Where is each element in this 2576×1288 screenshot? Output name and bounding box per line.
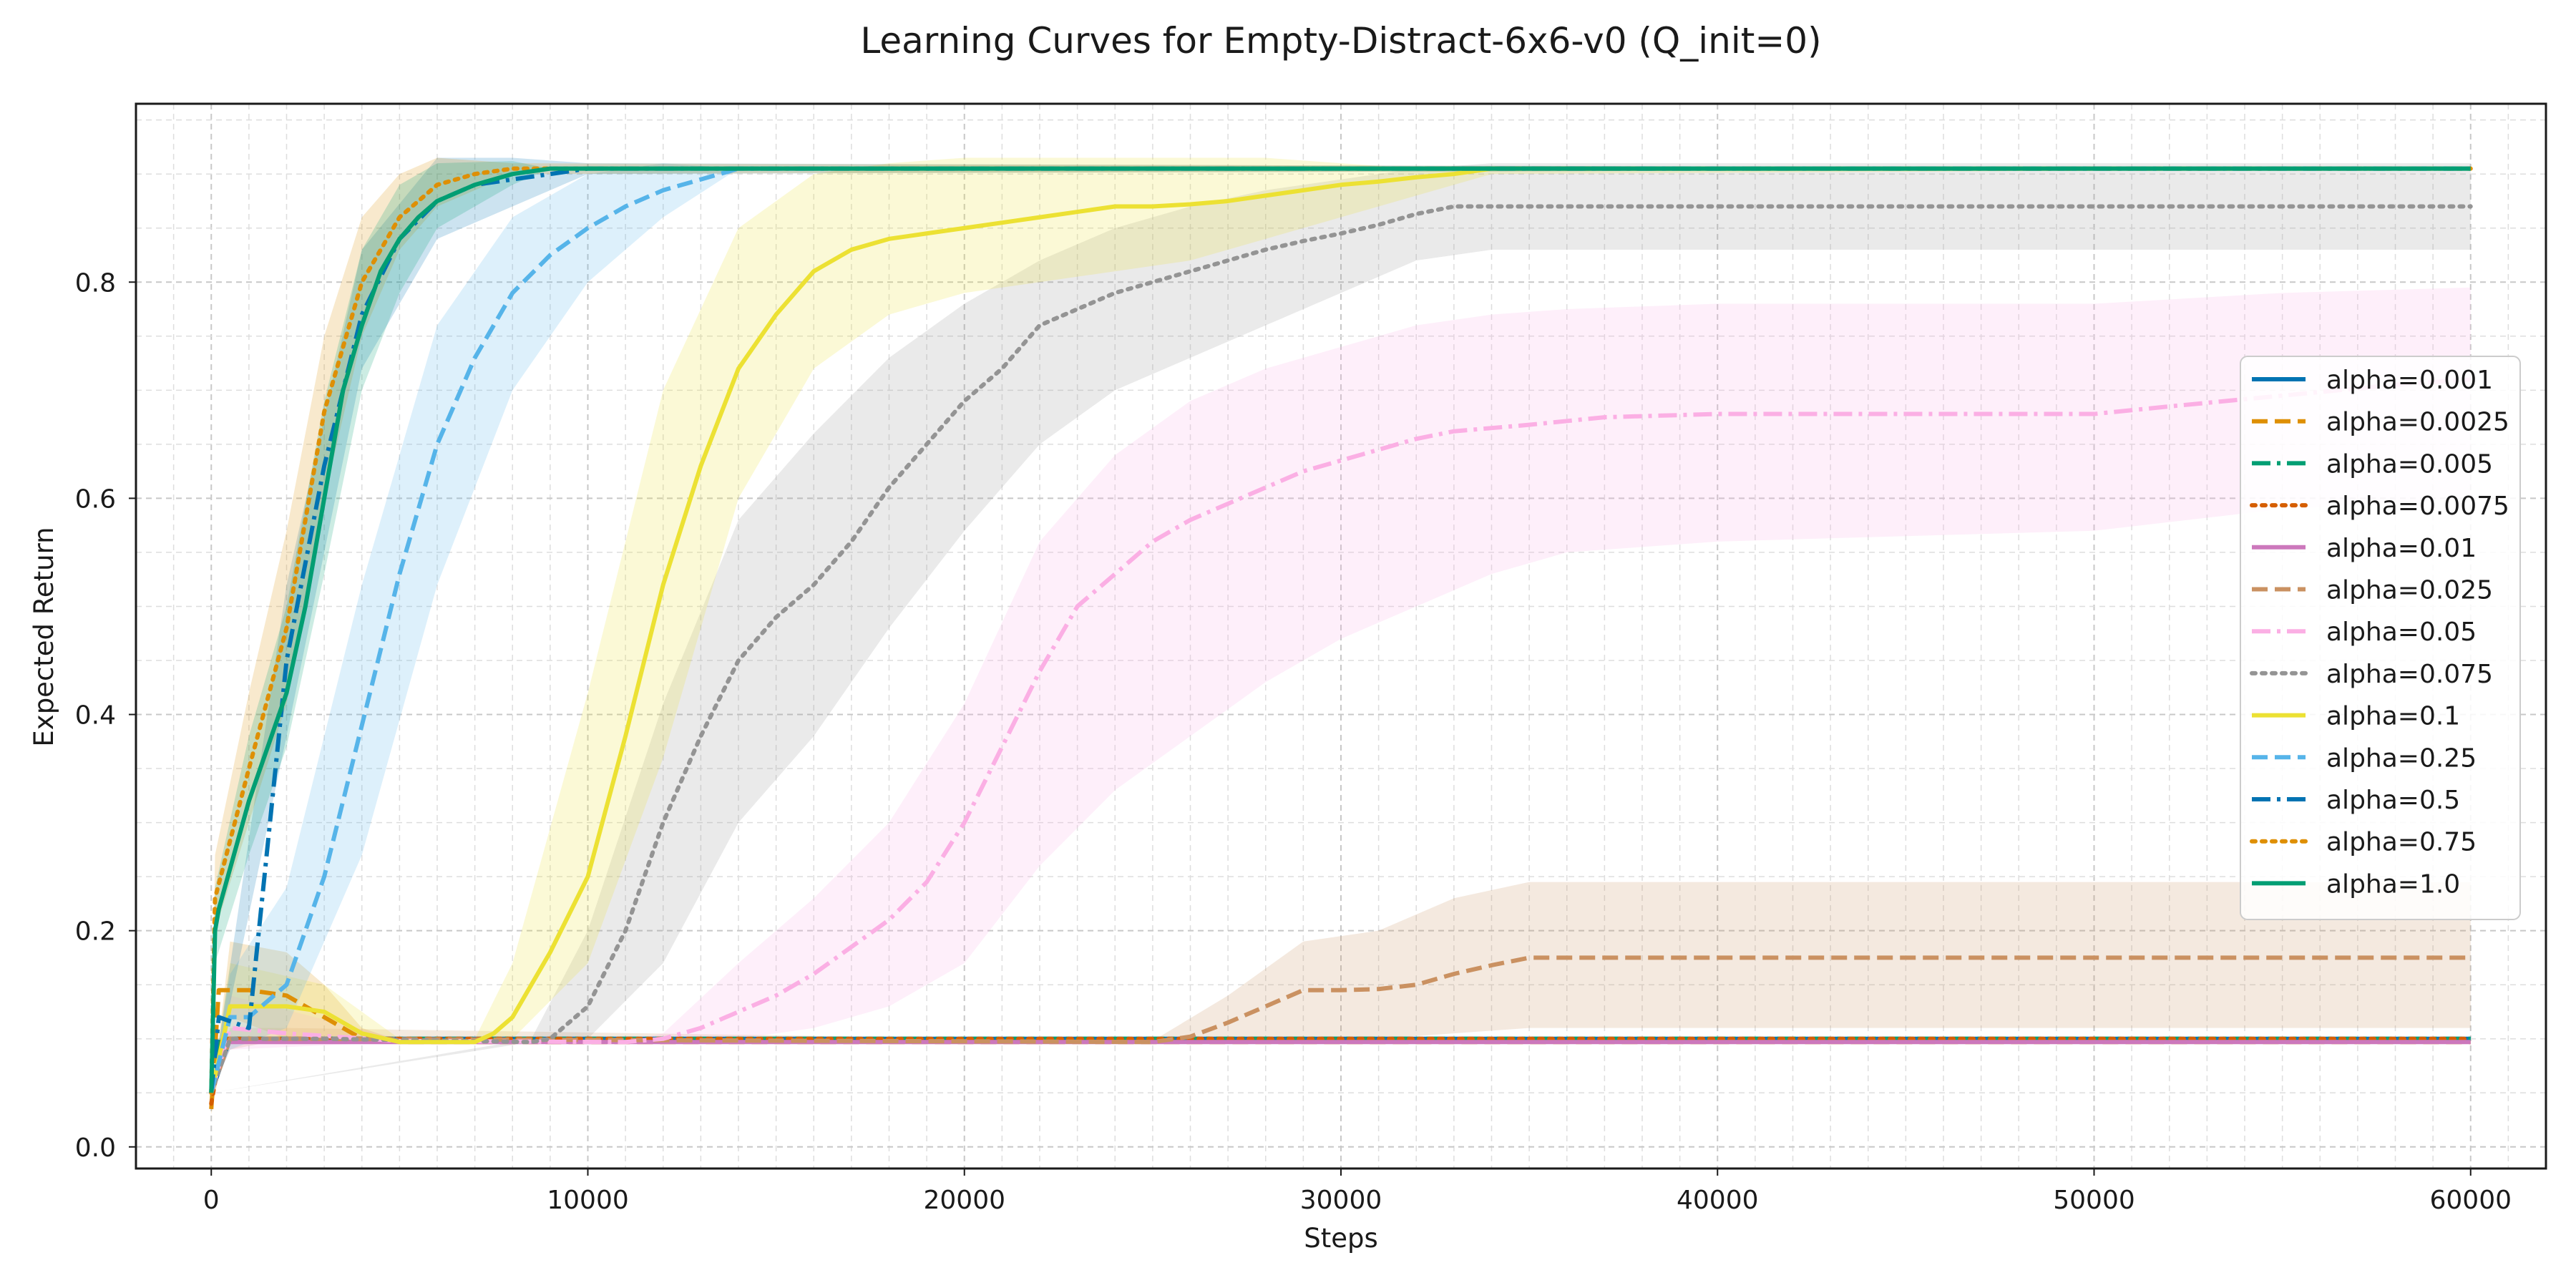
legend-entry-label: alpha=0.75 bbox=[2326, 828, 2477, 857]
x-tick-label: 30000 bbox=[1300, 1186, 1382, 1215]
legend-entry-label: alpha=0.0025 bbox=[2326, 408, 2509, 437]
series-lines bbox=[209, 166, 2473, 1110]
y-axis-ticks: 0.0 0.2 0.4 0.6 0.8 bbox=[75, 268, 136, 1163]
legend-entry-label: alpha=1.0 bbox=[2326, 869, 2460, 899]
x-tick-label: 50000 bbox=[2053, 1186, 2135, 1215]
x-tick-label: 0 bbox=[203, 1186, 220, 1215]
x-axis-label: Steps bbox=[1304, 1223, 1378, 1254]
legend: alpha=0.001 alpha=0.0025 alpha=0.005 alpha=… bbox=[2240, 356, 2521, 920]
y-tick-label: 0.4 bbox=[75, 701, 116, 731]
legend-entry-label: alpha=0.075 bbox=[2326, 660, 2493, 689]
legend-entry-label: alpha=0.05 bbox=[2326, 618, 2477, 647]
line-series-7 bbox=[209, 204, 2473, 1096]
y-tick-label: 0.2 bbox=[75, 917, 116, 947]
line-series-6 bbox=[209, 377, 2471, 1094]
line-series-12 bbox=[209, 166, 2471, 1093]
legend-entry-label: alpha=0.01 bbox=[2326, 534, 2477, 563]
legend-entry-label: alpha=0.025 bbox=[2326, 576, 2493, 605]
x-tick-label: 20000 bbox=[923, 1186, 1005, 1215]
y-tick-label: 0.8 bbox=[75, 268, 116, 298]
y-tick-label: 0.0 bbox=[75, 1133, 116, 1163]
x-tick-label: 60000 bbox=[2429, 1186, 2512, 1215]
legend-entry-label: alpha=0.1 bbox=[2326, 702, 2460, 731]
band-series-6 bbox=[211, 287, 2471, 1093]
line-series-9 bbox=[209, 166, 2471, 1093]
y-axis-label: Expected Return bbox=[29, 527, 59, 746]
chart-title: Learning Curves for Empty-Distract-6x6-v… bbox=[860, 20, 1821, 62]
x-axis-ticks: 0 10000 20000 30000 40000 50000 60000 bbox=[203, 1169, 2512, 1215]
grid bbox=[136, 104, 2546, 1169]
y-tick-label: 0.6 bbox=[75, 484, 116, 514]
line-series-8 bbox=[209, 166, 2471, 1093]
x-tick-label: 40000 bbox=[1677, 1186, 1759, 1215]
line-series-11 bbox=[209, 166, 2473, 1096]
band-series-8 bbox=[211, 157, 2471, 1093]
legend-entry-label: alpha=0.0075 bbox=[2326, 492, 2509, 521]
legend-entry-label: alpha=0.5 bbox=[2326, 786, 2460, 815]
x-tick-label: 10000 bbox=[547, 1186, 629, 1215]
legend-entry-label: alpha=0.25 bbox=[2326, 743, 2477, 773]
legend-entry-label: alpha=0.005 bbox=[2326, 449, 2493, 479]
legend-box bbox=[2240, 356, 2521, 920]
legend-entry-label: alpha=0.001 bbox=[2326, 366, 2493, 395]
